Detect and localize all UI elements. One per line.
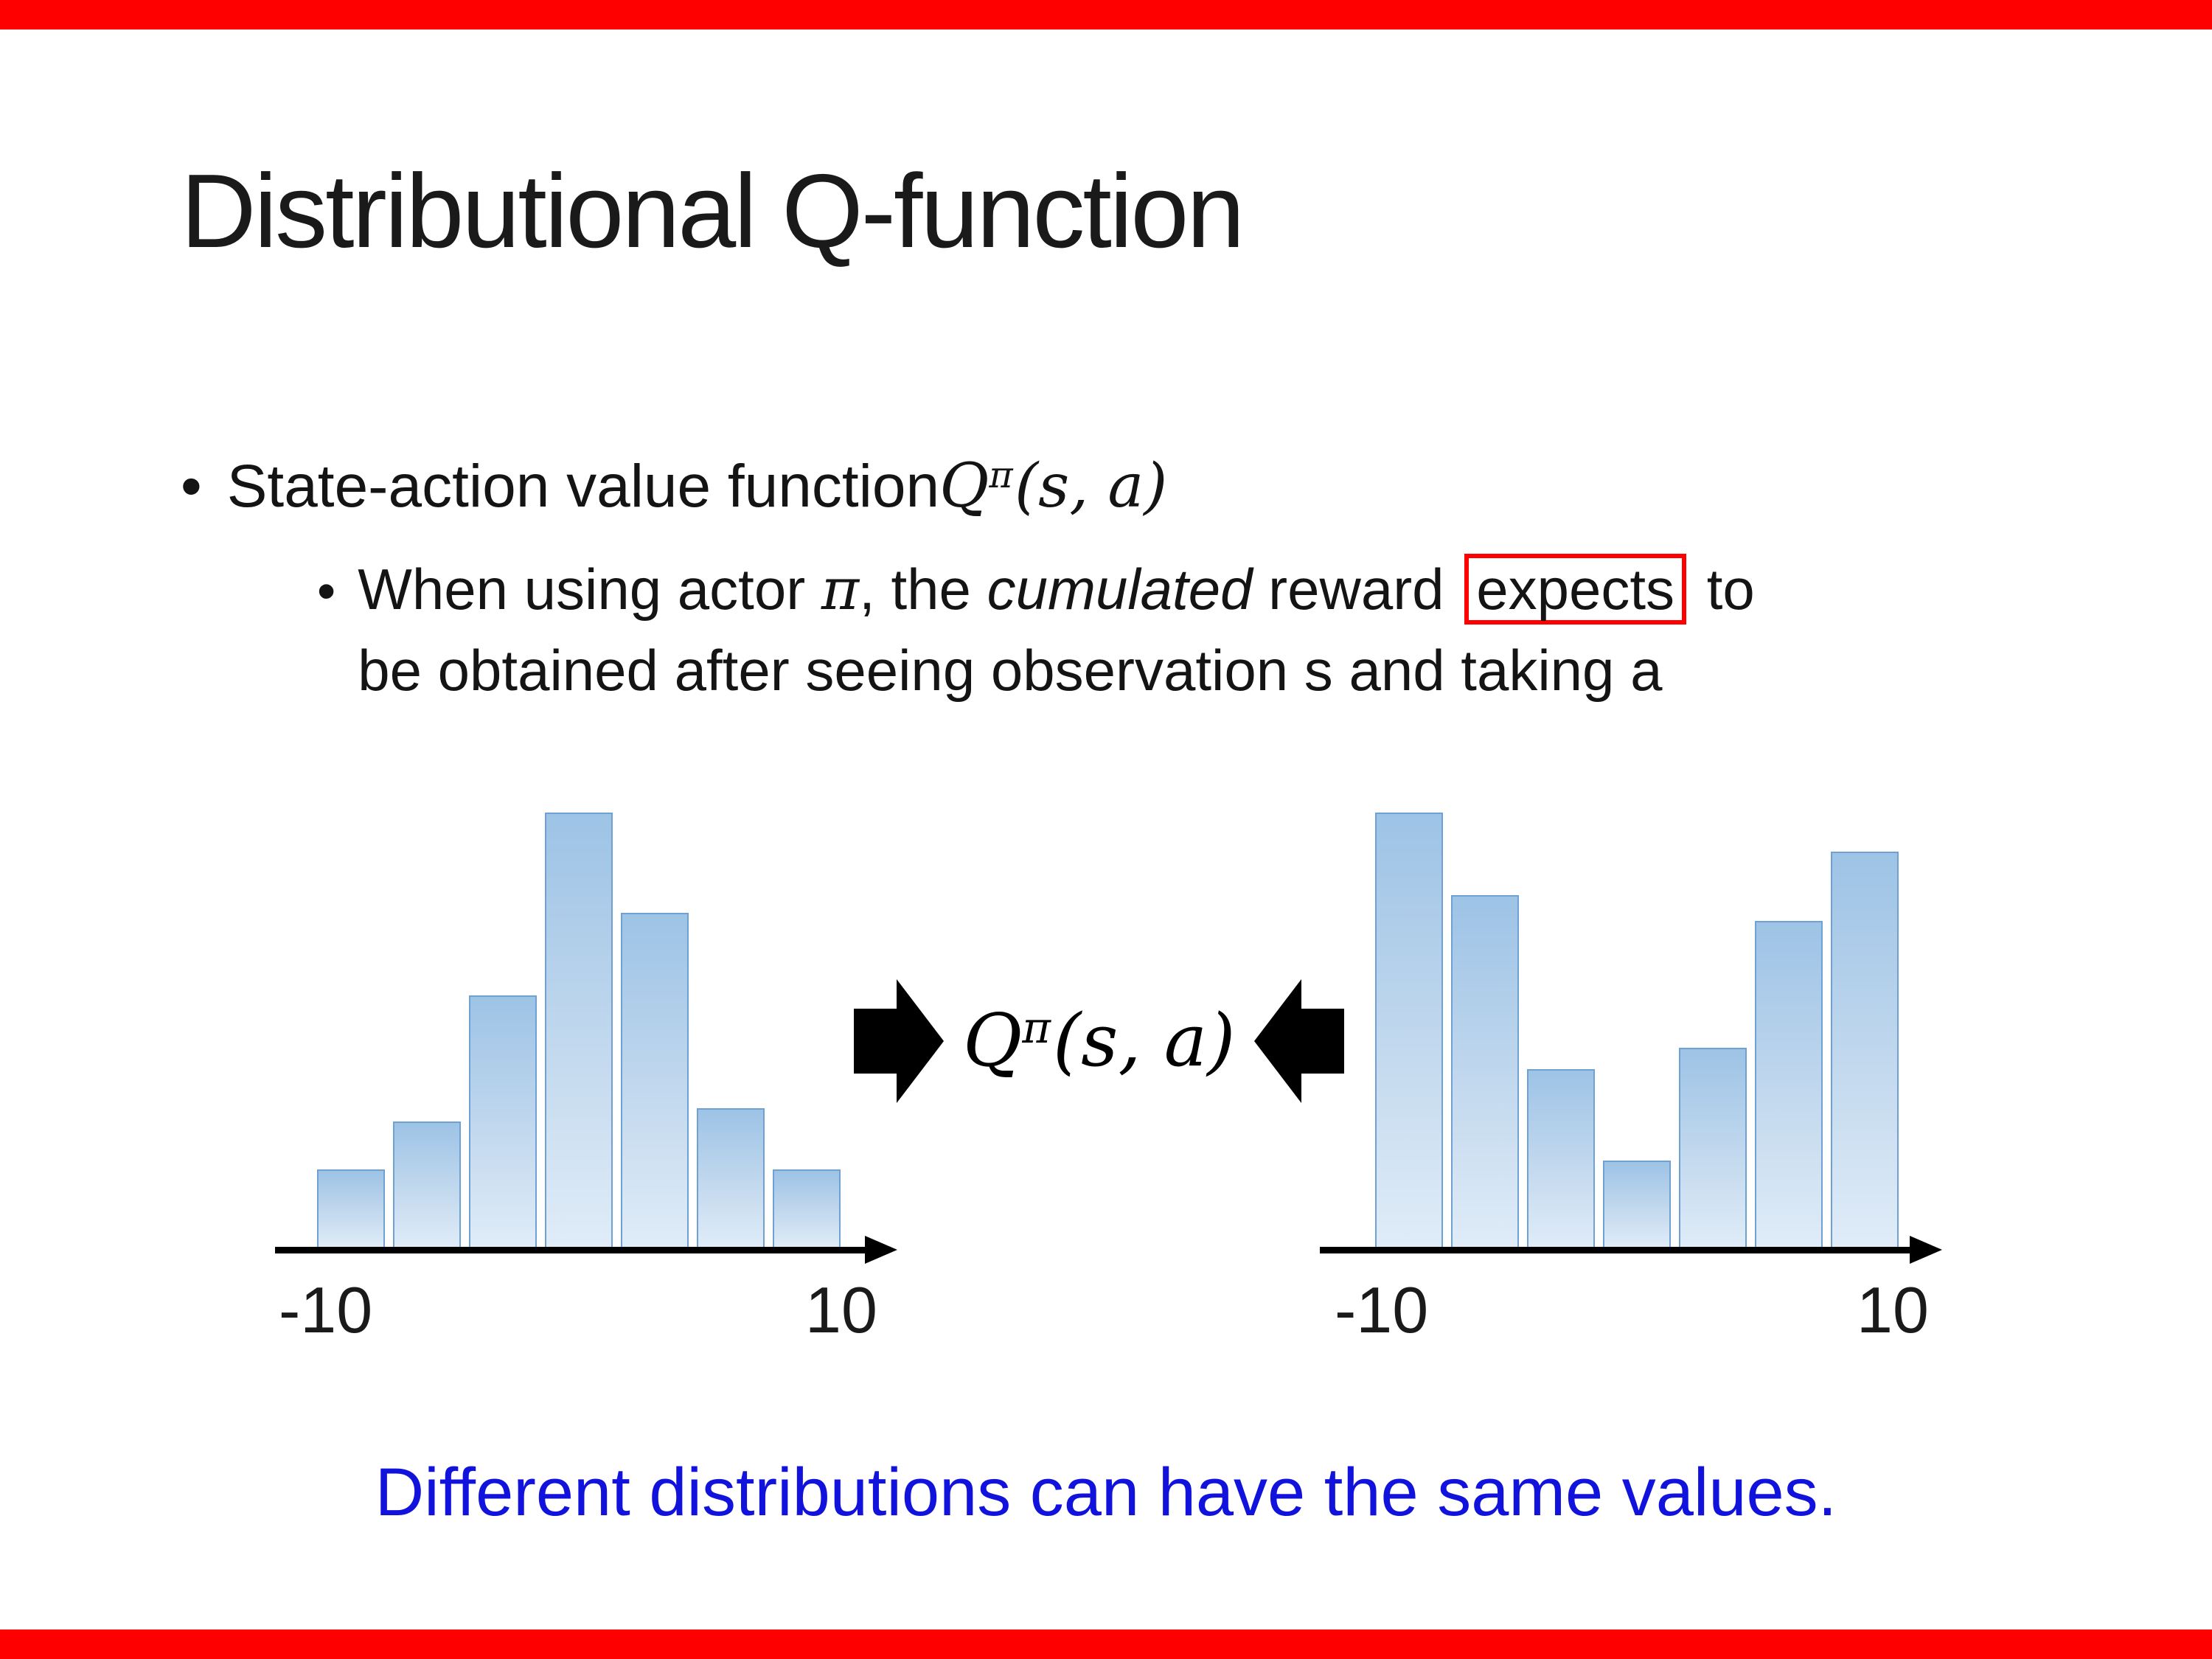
histogram-bar: [1831, 852, 1899, 1248]
equivalence-group: Qπ(s, a): [854, 979, 1345, 1103]
top-border-strip: [0, 0, 2212, 29]
left-axis-min-label: -10: [279, 1273, 373, 1346]
histogram-bar: [1527, 1069, 1595, 1248]
histogram-bar: [469, 995, 537, 1248]
q-pi-formula-inline: Qπ(s, a): [939, 451, 1167, 521]
expects-highlight-box: expects: [1464, 554, 1687, 625]
arrow-left-icon: [1254, 979, 1345, 1103]
q-pi-formula-center: Qπ(s, a): [963, 999, 1235, 1083]
arrow-shaft: [854, 1009, 897, 1074]
formula-pi-superscript: π: [1022, 1002, 1051, 1054]
bullet-marker: •: [317, 562, 336, 621]
arrow-head: [897, 979, 944, 1103]
axis-arrowhead-icon: [1910, 1236, 1942, 1264]
bottom-border-strip: [0, 1630, 2212, 1659]
right-axis-min-label: -10: [1335, 1273, 1429, 1346]
bullet-text: State-action value function: [226, 453, 940, 520]
formula-args: (s, a): [1015, 451, 1168, 521]
histogram-bar: [545, 813, 613, 1248]
sub-bullet-line2: be obtained after seeing observation s a…: [358, 638, 1663, 703]
axis-line: [275, 1246, 865, 1253]
footer-takeaway-text: Different distributions can have the sam…: [375, 1455, 1837, 1530]
cumulated-emphasis: cumulated: [987, 557, 1253, 622]
sub-bullet-definition: • When using actor π, the cumulated rewa…: [317, 549, 1755, 711]
bullet-marker: •: [181, 453, 202, 520]
histogram-bar: [1375, 813, 1443, 1248]
histogram-bar: [317, 1169, 385, 1248]
arrow-right-icon: [854, 979, 944, 1103]
histogram-bar: [621, 913, 689, 1248]
right-x-axis: [1320, 1236, 1942, 1264]
formula-args: (s, a): [1052, 999, 1236, 1083]
histogram-bar: [393, 1121, 461, 1248]
slide-title: Distributional Q-function: [181, 153, 1245, 270]
histogram-bar: [1603, 1161, 1671, 1248]
histogram-bar: [773, 1169, 841, 1248]
sub-bullet-text: When using actor π, the cumulated reward…: [358, 549, 1755, 711]
sub-bullet-part1: When using actor: [358, 557, 821, 622]
histogram-bar: [697, 1108, 765, 1248]
left-x-axis: [275, 1236, 897, 1264]
left-histogram-bars: [317, 813, 841, 1248]
sub-bullet-part2: , the: [859, 557, 987, 622]
histogram-bar: [1451, 895, 1519, 1248]
right-histogram-bars: [1375, 813, 1899, 1248]
arrow-shaft: [1301, 1009, 1345, 1074]
formula-q: Q: [963, 999, 1023, 1083]
arrow-head: [1254, 979, 1302, 1103]
left-axis-max-label: 10: [805, 1273, 877, 1346]
axis-arrowhead-icon: [865, 1236, 897, 1264]
formula-q: Q: [939, 451, 990, 521]
bullet-state-action-value: • State-action value function Qπ(s, a): [181, 451, 1167, 521]
pi-symbol: π: [821, 557, 860, 623]
sub-bullet-part3: reward: [1252, 557, 1461, 622]
histogram-bar: [1679, 1048, 1747, 1248]
histogram-bar: [1755, 921, 1823, 1248]
right-axis-max-label: 10: [1857, 1273, 1929, 1346]
formula-pi-superscript: π: [989, 453, 1013, 497]
sub-bullet-part4: to: [1691, 557, 1755, 622]
axis-line: [1320, 1246, 1910, 1253]
